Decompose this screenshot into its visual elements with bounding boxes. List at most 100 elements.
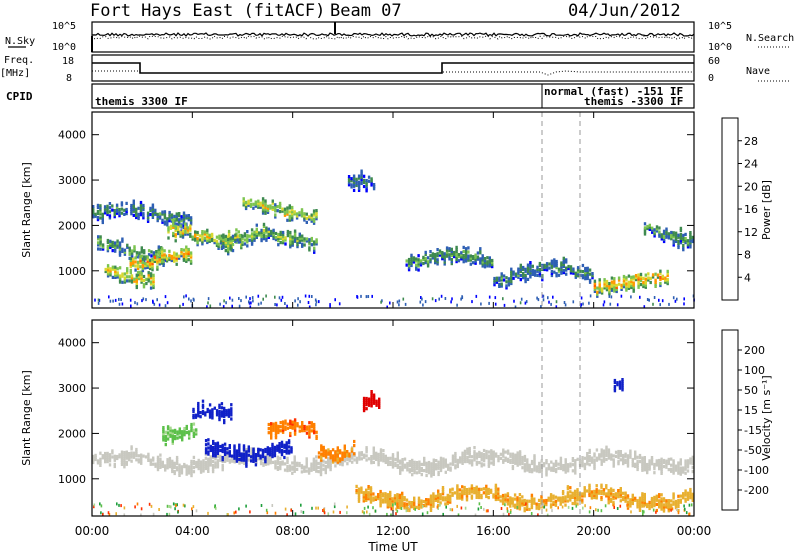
echo-cell	[584, 271, 587, 275]
echo-cell	[180, 467, 184, 471]
echo-cell	[419, 259, 423, 263]
echo-cell	[194, 236, 197, 240]
echo-cell	[626, 458, 630, 462]
echo-cell	[204, 439, 208, 443]
echo-cell	[467, 254, 470, 258]
echo-cell	[329, 466, 332, 470]
echo-cell	[253, 232, 256, 236]
echo-cell	[684, 497, 687, 501]
echo-cell	[641, 468, 644, 472]
echo-cell	[483, 261, 487, 265]
xtick-label: 00:00	[75, 524, 110, 538]
echo-cell	[147, 253, 151, 257]
nave-tick-bottom: 0	[708, 73, 714, 84]
echo-cell	[285, 447, 288, 451]
echo-cell	[293, 424, 297, 428]
echo-cell	[488, 262, 491, 266]
echo-cell	[166, 437, 170, 441]
echo-cell	[129, 258, 132, 262]
echo-cell	[533, 499, 536, 503]
echo-cell	[658, 495, 661, 499]
echo-cell	[103, 209, 107, 213]
echo-cell	[199, 411, 202, 415]
echo-cell	[646, 469, 649, 473]
echo-cell	[477, 493, 481, 498]
echo-cell	[298, 425, 301, 429]
echo-cell	[447, 463, 450, 467]
echo-cell	[487, 464, 491, 468]
echo-cell	[315, 242, 318, 246]
echo-cell	[530, 506, 534, 510]
echo-cell	[518, 497, 522, 501]
echo-cell	[123, 513, 126, 517]
echo-cell	[231, 459, 234, 463]
echo-cell	[583, 456, 587, 460]
echo-cell	[595, 496, 598, 500]
echo-cell	[414, 507, 416, 511]
echo-cell	[485, 449, 488, 454]
echo-cell	[593, 454, 596, 458]
echo-cell	[593, 489, 596, 493]
echo-cell	[238, 457, 241, 462]
echo-cell	[214, 450, 217, 454]
echo-cell	[610, 455, 613, 459]
echo-cell	[196, 232, 199, 237]
echo-cell	[516, 502, 519, 506]
echo-cell	[410, 255, 413, 259]
echo-cell	[591, 274, 594, 278]
echo-cell	[150, 254, 153, 258]
echo-cell	[598, 280, 601, 284]
echo-cell	[118, 208, 121, 212]
echo-cell	[212, 439, 215, 444]
echo-cell	[104, 460, 107, 464]
echo-cell	[682, 468, 685, 472]
echo-cell	[377, 459, 380, 463]
echo-cell	[427, 498, 430, 502]
echo-cell	[603, 284, 606, 288]
echo-cell	[162, 434, 165, 438]
echo-cell	[185, 472, 188, 476]
echo-cell	[303, 212, 306, 216]
echo-cell	[387, 456, 390, 460]
echo-cell	[620, 287, 623, 291]
echo-cell	[138, 251, 141, 255]
echo-cell	[331, 460, 335, 464]
echo-cell	[573, 495, 577, 500]
echo-cell	[407, 264, 411, 268]
echo-cell	[315, 209, 318, 213]
echo-cell	[123, 465, 126, 469]
echo-cell	[672, 243, 675, 247]
echo-cell	[634, 464, 637, 468]
echo-cell	[101, 212, 104, 216]
echo-cell	[353, 454, 356, 458]
echo-cell	[460, 251, 463, 255]
echo-cell	[358, 453, 361, 457]
echo-cell	[166, 223, 169, 227]
echo-cell	[270, 424, 273, 428]
echo-cell	[377, 456, 380, 461]
echo-cell	[407, 259, 411, 264]
echo-cell	[284, 236, 287, 240]
echo-cell	[190, 470, 193, 474]
echo-cell	[264, 456, 267, 460]
echo-cell	[365, 454, 368, 458]
echo-cell	[158, 214, 162, 218]
echo-cell	[438, 251, 442, 255]
echo-cell	[187, 218, 190, 222]
echo-cell	[249, 305, 252, 309]
echo-cell	[246, 230, 249, 234]
echo-cell	[161, 462, 164, 466]
echo-cell	[571, 501, 574, 506]
echo-cell	[660, 469, 663, 473]
echo-cell	[140, 270, 143, 274]
echo-cell	[334, 464, 337, 468]
echo-cell	[674, 231, 678, 235]
echo-cell	[395, 512, 397, 516]
echo-cell	[201, 399, 205, 403]
echo-cell	[422, 255, 425, 259]
echo-cell	[643, 466, 646, 470]
echo-cell	[533, 273, 537, 277]
echo-cell	[185, 468, 188, 472]
echo-cell	[435, 459, 438, 463]
echo-cell	[162, 428, 165, 432]
